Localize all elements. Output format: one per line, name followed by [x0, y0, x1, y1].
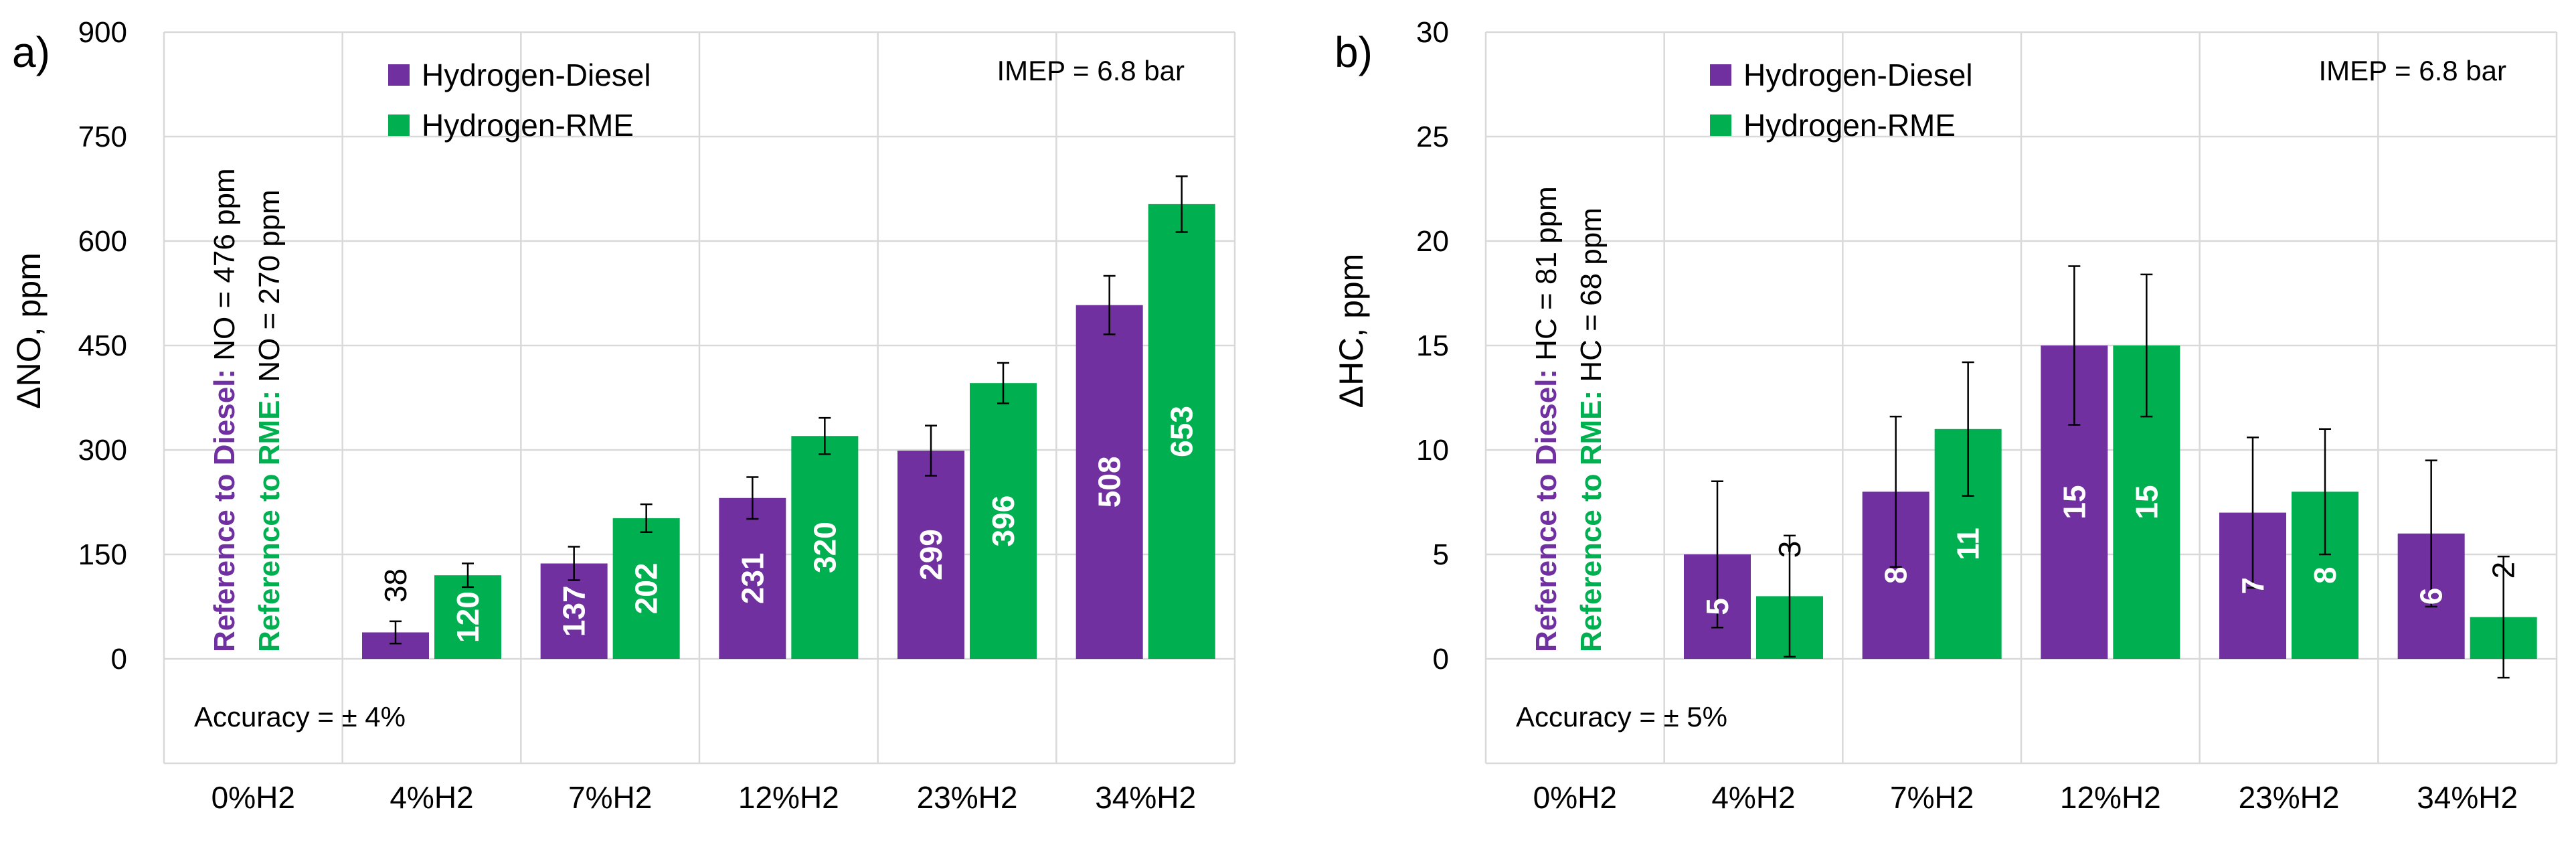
data-label: 8 [2308, 566, 2342, 584]
x-tick-label: 4%H2 [1711, 780, 1795, 815]
legend-label-rme: Hydrogen-RME [1743, 108, 1956, 143]
accuracy-annotation: Accuracy = ± 4% [194, 701, 406, 733]
x-tick-label: 7%H2 [1890, 780, 1974, 815]
y-tick-label: 750 [78, 121, 127, 153]
imep-annotation: IMEP = 6.8 bar [997, 55, 1185, 86]
bar-rme [970, 383, 1037, 659]
y-tick-label: 20 [1416, 225, 1449, 258]
legend-swatch-diesel [1710, 64, 1731, 86]
bar-rme [434, 575, 501, 659]
data-label: 15 [2057, 485, 2091, 519]
reference-diesel-annotation: Reference to Diesel: NO = 476 ppm [208, 168, 241, 652]
data-label: 653 [1165, 406, 1199, 457]
x-tick-label: 34%H2 [2417, 780, 2518, 815]
x-tick-label: 4%H2 [390, 780, 473, 815]
y-tick-label: 300 [78, 434, 127, 467]
data-label: 320 [807, 522, 842, 573]
data-label: 2 [2486, 562, 2521, 579]
data-label: 299 [914, 529, 948, 581]
bar-rme [1148, 204, 1215, 659]
data-label: 5 [1700, 598, 1735, 615]
bar-rme [791, 436, 859, 659]
y-tick-label: 450 [78, 329, 127, 362]
bar-diesel [719, 497, 786, 659]
data-label: 11 [1951, 528, 1986, 560]
data-label: 137 [557, 585, 592, 637]
x-tick-label: 12%H2 [2060, 780, 2161, 815]
data-label: 6 [2414, 588, 2449, 605]
data-label: 396 [986, 495, 1021, 547]
y-tick-label: 5 [1433, 538, 1449, 571]
accuracy-annotation: Accuracy = ± 5% [1516, 701, 1727, 733]
y-tick-label: 0 [1433, 643, 1449, 676]
y-tick-label: 30 [1416, 16, 1449, 49]
y-tick-label: 600 [78, 225, 127, 258]
data-label: 8 [1879, 566, 1913, 584]
reference-rme-value: HC = 68 ppm [1575, 208, 1608, 390]
reference-diesel-label: Reference to Diesel: [1530, 369, 1563, 652]
x-tick-label: 34%H2 [1095, 780, 1196, 815]
data-label: 15 [2129, 485, 2164, 519]
data-label: 202 [629, 563, 664, 615]
bar-diesel [1076, 305, 1143, 659]
x-tick-label: 0%H2 [211, 780, 295, 815]
y-tick-label: 15 [1416, 329, 1449, 362]
data-label: 3 [1772, 541, 1807, 558]
y-tick-label: 0 [111, 643, 127, 676]
bar-rme [612, 518, 680, 659]
bar-diesel [897, 451, 964, 659]
y-axis-label: ΔHC, ppm [1333, 254, 1370, 408]
reference-diesel-value: HC = 81 ppm [1530, 186, 1563, 369]
legend-label-rme: Hydrogen-RME [422, 108, 634, 143]
legend-swatch-rme [388, 114, 410, 136]
reference-rme-annotation: Reference to RME: HC = 68 ppm [1575, 208, 1608, 652]
reference-diesel-label: Reference to Diesel: [208, 369, 241, 652]
reference-diesel-annotation: Reference to Diesel: HC = 81 ppm [1530, 186, 1563, 652]
legend-label-diesel: Hydrogen-Diesel [1743, 58, 1973, 92]
reference-rme-value: NO = 270 ppm [253, 189, 286, 390]
x-tick-label: 23%H2 [2239, 780, 2340, 815]
legend-swatch-diesel [388, 64, 410, 86]
y-tick-label: 25 [1416, 121, 1449, 153]
data-label: 120 [450, 591, 485, 643]
x-tick-label: 12%H2 [738, 780, 839, 815]
y-tick-label: 150 [78, 538, 127, 571]
y-axis-label: ΔNO, ppm [10, 252, 48, 408]
panel-label: a) [12, 28, 50, 76]
legend-swatch-rme [1710, 114, 1731, 136]
chart-panel-a: 0 150 300 450 600 750 900 0%H2 4%H2 7%H2 12%H2 23%H… [10, 16, 1236, 815]
reference-rme-label: Reference to RME: [1575, 390, 1608, 652]
y-tick-label: 900 [78, 16, 127, 49]
legend-label-diesel: Hydrogen-Diesel [422, 58, 651, 92]
reference-rme-annotation: Reference to RME: NO = 270 ppm [253, 189, 286, 652]
x-tick-label: 0%H2 [1533, 780, 1617, 815]
data-label: 508 [1092, 456, 1127, 508]
data-label: 38 [378, 568, 413, 603]
data-label: 231 [735, 553, 770, 605]
data-label: 7 [2235, 577, 2270, 595]
x-tick-label: 23%H2 [917, 780, 1018, 815]
imep-annotation: IMEP = 6.8 bar [2318, 55, 2506, 86]
reference-rme-label: Reference to RME: [253, 390, 286, 652]
x-tick-label: 7%H2 [568, 780, 652, 815]
reference-diesel-value: NO = 476 ppm [208, 168, 241, 369]
panel-label: b) [1335, 28, 1373, 76]
y-tick-label: 10 [1416, 434, 1449, 467]
